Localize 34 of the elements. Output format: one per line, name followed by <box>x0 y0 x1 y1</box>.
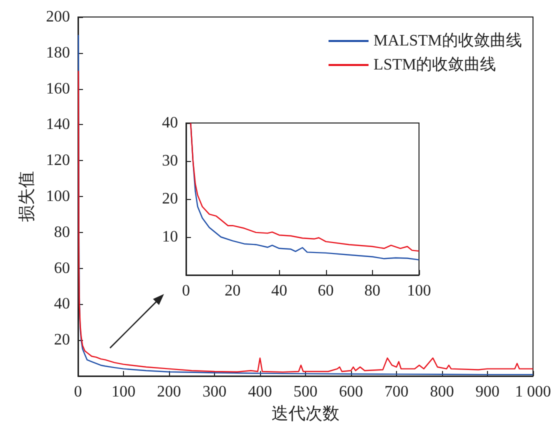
y-tick-label: 40 <box>54 296 70 313</box>
x-tick-label: 100 <box>407 282 431 300</box>
x-tick-label: 300 <box>202 384 226 400</box>
x-tick-label: 80 <box>364 282 380 300</box>
x-tick-label: 600 <box>339 384 363 400</box>
y-tick-label: 140 <box>46 116 70 134</box>
y-tick-label: 20 <box>54 332 70 349</box>
y-tick-label: 30 <box>162 152 178 170</box>
y-tick-label: 80 <box>54 224 70 241</box>
y-tick-label: 200 <box>46 8 70 26</box>
x-tick-label: 500 <box>294 384 318 400</box>
y-axis-title: 损失值 <box>17 171 36 222</box>
x-tick-label: 0 <box>182 282 190 300</box>
y-tick-label: 120 <box>46 152 70 170</box>
legend-label: LSTM的收敛曲线 <box>374 56 496 74</box>
y-tick-label: 60 <box>54 260 70 277</box>
x-tick-label: 400 <box>248 384 272 400</box>
x-tick-label: 20 <box>224 282 241 300</box>
x-tick-label: 800 <box>430 384 454 400</box>
x-tick-label: 60 <box>318 282 334 300</box>
y-tick-label: 100 <box>46 188 70 205</box>
x-tick-label: 100 <box>112 384 136 400</box>
x-tick-label: 700 <box>384 384 408 400</box>
legend-label: MALSTM的收敛曲线 <box>374 32 522 50</box>
x-tick-label: 900 <box>476 384 500 400</box>
x-axis-title: 迭代次数 <box>272 404 340 423</box>
y-tick-label: 20 <box>162 190 178 208</box>
x-tick-label: 1 000 <box>515 384 551 400</box>
x-tick-label: 40 <box>271 282 288 300</box>
y-tick-label: 180 <box>46 44 70 62</box>
y-tick-label: 10 <box>162 228 178 246</box>
x-tick-label: 0 <box>74 384 82 400</box>
y-tick-label: 160 <box>46 80 70 98</box>
y-tick-label: 40 <box>162 114 178 132</box>
